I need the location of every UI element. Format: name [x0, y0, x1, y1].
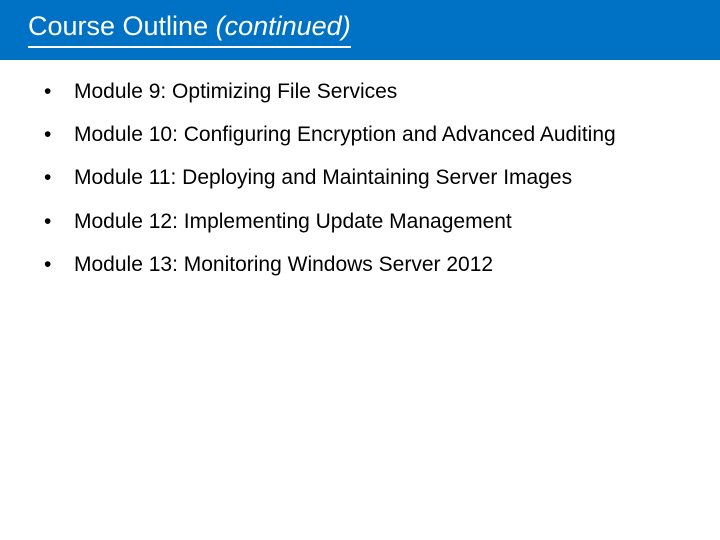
- list-item: • Module 11: Deploying and Maintaining S…: [40, 164, 680, 191]
- bullet-icon: •: [40, 121, 74, 148]
- module-list: • Module 9: Optimizing File Services • M…: [40, 78, 680, 278]
- title-continued: (continued): [216, 11, 351, 41]
- list-item: • Module 13: Monitoring Windows Server 2…: [40, 251, 680, 278]
- title-main: Course Outline: [28, 11, 208, 41]
- module-text: Module 11: Deploying and Maintaining Ser…: [74, 164, 680, 191]
- list-item: • Module 10: Configuring Encryption and …: [40, 121, 680, 148]
- list-item: • Module 9: Optimizing File Services: [40, 78, 680, 105]
- bullet-icon: •: [40, 208, 74, 235]
- slide-content: • Module 9: Optimizing File Services • M…: [0, 60, 720, 278]
- module-text: Module 13: Monitoring Windows Server 201…: [74, 251, 680, 278]
- slide-header: Course Outline (continued): [0, 0, 720, 60]
- slide-title: Course Outline (continued): [28, 10, 351, 48]
- bullet-icon: •: [40, 78, 74, 105]
- list-item: • Module 12: Implementing Update Managem…: [40, 208, 680, 235]
- module-text: Module 12: Implementing Update Managemen…: [74, 208, 680, 235]
- module-text: Module 9: Optimizing File Services: [74, 78, 680, 105]
- bullet-icon: •: [40, 164, 74, 191]
- bullet-icon: •: [40, 251, 74, 278]
- module-text: Module 10: Configuring Encryption and Ad…: [74, 121, 680, 148]
